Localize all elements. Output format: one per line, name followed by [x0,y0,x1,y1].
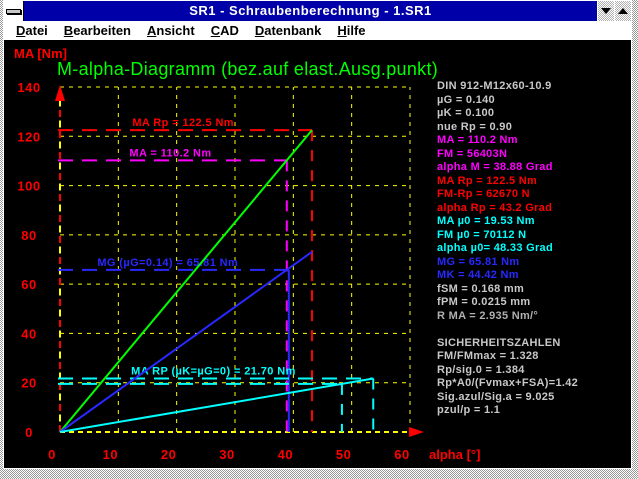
result-line: FM-Rp = 62670 N [437,188,530,200]
menu-item-ansicht[interactable]: Ansicht [147,23,195,38]
menu-item-datenbank[interactable]: Datenbank [254,23,322,38]
result-line: Rp/sig.0 = 1.384 [437,363,525,376]
result-line: pzul/p = 1.1 [437,404,501,416]
result-line: alpha µ0= 48.33 Grad [437,242,553,254]
triangle-up-icon [618,8,628,14]
menu-bar: Datei Bearbeiten Ansicht CAD Datenbank Hilfe [4,21,631,42]
result-line: FM/FMmax = 1.328 [437,350,539,362]
result-line: fPM = 0.0215 mm [437,296,531,308]
result-line: MG = 65.81 Nm [437,255,520,268]
menu-item-bearbeiten[interactable]: Bearbeiten [63,23,131,38]
result-line: Rp*A0/(Fvmax+FSA)=1.42 [437,377,579,389]
result-line-spacer [437,323,633,337]
result-line: fSM = 0.168 mm [437,282,525,295]
triangle-down-icon [601,8,611,14]
result-line: MA Rp = 122.5 Nm [437,174,538,187]
result-line: FM µ0 = 70112 N [437,228,527,241]
results-panel: DIN 912-M12x60-10.9 µG = 0.140 µK = 0.100 n… [437,80,633,418]
result-line: DIN 912-M12x60-10.9 [437,80,552,92]
maximize-button[interactable] [614,1,631,21]
result-line: FM = 56403N [437,147,508,160]
result-line: MA µ0 = 19.53 Nm [437,215,535,227]
menu-item-datei[interactable]: Datei [16,23,48,38]
minimize-button[interactable] [597,1,614,21]
result-line: µG = 0.140 [437,93,495,106]
result-line: MK = 44.42 Nm [437,269,519,281]
result-line: SICHERHEITSZAHLEN [437,336,561,349]
window-title: SR1 - Schraubenberechnung - 1.SR1 [189,3,432,18]
result-line: µK = 0.100 [437,107,495,119]
result-line: MA = 110.2 Nm [437,134,518,146]
system-menu-button[interactable] [4,1,24,21]
result-line: alpha M = 38.88 Grad [437,161,553,173]
menu-item-cad[interactable]: CAD [210,23,239,38]
result-line: Sig.azul/Sig.a = 9.025 [437,390,555,403]
result-line: alpha Rp = 43.2 Grad [437,201,553,214]
menu-item-hilfe[interactable]: Hilfe [337,23,366,38]
title-bar: SR1 - Schraubenberechnung - 1.SR1 [4,1,631,21]
result-line: R MA = 2.935 Nm/° [437,309,539,322]
result-line: nue Rp = 0.90 [437,120,513,133]
system-menu-icon [6,8,21,14]
